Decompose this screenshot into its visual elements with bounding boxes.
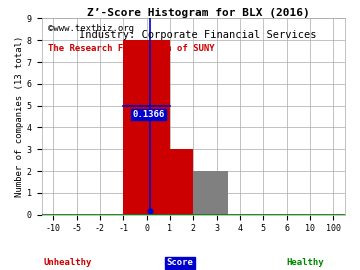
Text: Unhealthy: Unhealthy [43,258,91,267]
Bar [123,40,170,215]
Text: Z’-Score Histogram for BLX (2016): Z’-Score Histogram for BLX (2016) [87,8,309,18]
Text: Industry: Corporate Financial Services: Industry: Corporate Financial Services [79,30,317,40]
Text: Score: Score [167,258,193,267]
Text: The Research Foundation of SUNY: The Research Foundation of SUNY [48,44,214,53]
Text: ©www.textbiz.org: ©www.textbiz.org [48,24,134,33]
Bar [193,171,228,215]
Text: 0.1366: 0.1366 [132,110,165,119]
Bar [170,149,193,215]
Text: Healthy: Healthy [286,258,324,267]
Y-axis label: Number of companies (13 total): Number of companies (13 total) [15,36,24,197]
